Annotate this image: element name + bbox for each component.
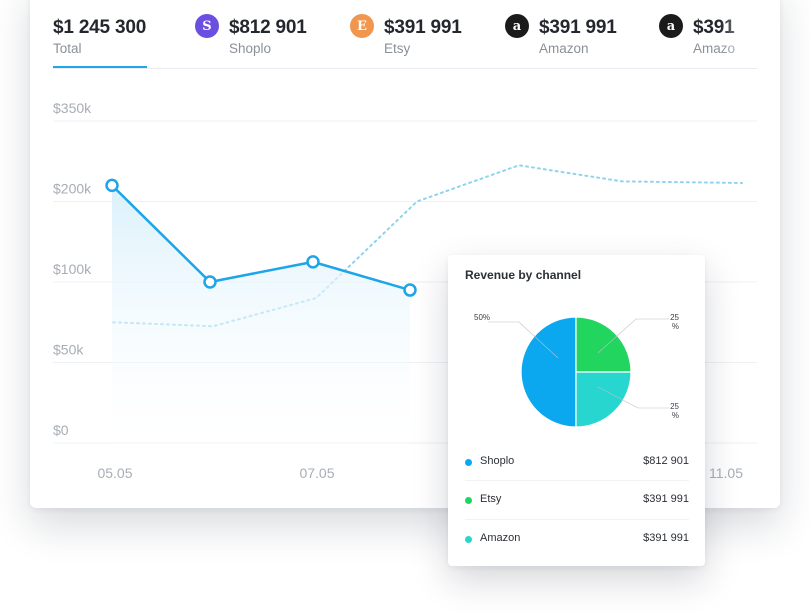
data-point	[403, 283, 417, 297]
x-tick-label: 05.05	[97, 465, 132, 481]
popup-title: Revenue by channel	[465, 268, 582, 282]
tab-etsy[interactable]: E $391 991 Etsy	[350, 14, 462, 57]
data-point	[105, 178, 119, 193]
tab-label: Total	[53, 41, 82, 56]
legend-dot	[465, 459, 472, 466]
channel-tabs: $1 245 300 Total S $812 901 Shoplo E $39…	[30, 0, 780, 69]
tab-amount: $391 991	[539, 17, 617, 38]
tab-total[interactable]: $1 245 300 Total	[53, 16, 146, 57]
leader-line	[488, 321, 559, 359]
tab-label: Shoplo	[229, 41, 272, 56]
y-tick-label: $50k	[53, 342, 84, 358]
pie-slice-etsy	[575, 316, 632, 373]
revenue-pie-chart: 50% 25%25%	[474, 313, 680, 428]
tab-amount: $1 245 300	[53, 17, 147, 38]
y-tick-label: $200k	[53, 181, 92, 197]
legend-value: $391 991	[643, 532, 689, 544]
tab-label: Amazon	[539, 41, 589, 56]
revenue-by-channel-popup: Revenue by channel 50% 25% 25% Shoplo $812…	[448, 255, 705, 566]
solid-series-area	[112, 185, 410, 443]
x-tick-label: 07.05	[299, 465, 334, 481]
legend-name: Shoplo	[480, 455, 515, 467]
tab-amazon[interactable]: a $391 991 Amazon	[505, 14, 617, 57]
data-point	[306, 255, 320, 269]
data-point	[203, 275, 217, 289]
active-tab-indicator	[53, 66, 147, 68]
tab-amount: $391 991	[384, 17, 462, 38]
pie-label: 25	[670, 402, 679, 411]
legend-name: Amazon	[480, 532, 521, 544]
pie-slice-amazon	[575, 371, 632, 428]
leader-line	[597, 318, 669, 354]
legend-value: $812 901	[643, 455, 689, 467]
solid-series-line	[111, 184, 411, 292]
legend-divider	[465, 519, 689, 520]
amazon-icon: a	[505, 14, 529, 38]
pie-label: 25	[670, 313, 679, 322]
legend-item-shoplo[interactable]: Shoplo $812 901	[448, 455, 705, 475]
x-tick-label: 11.05	[709, 465, 743, 481]
pie-slice-shoplo	[520, 316, 577, 428]
tab-amount: $812 901	[229, 17, 307, 38]
leader-line	[597, 386, 669, 409]
pie-label: %	[672, 322, 679, 331]
pie-label: %	[672, 411, 679, 420]
y-tick-label: $350k	[53, 100, 92, 116]
tabs-divider	[53, 68, 757, 69]
dashboard-card: $1 245 300 Total S $812 901 Shoplo E $39…	[30, 0, 780, 508]
pie-label: 50%	[474, 313, 490, 322]
amazon-icon: a	[659, 14, 683, 38]
tabs-fade	[720, 0, 780, 60]
legend-value: $391 991	[643, 493, 689, 505]
shoplo-icon: S	[195, 14, 219, 38]
revenue-line-chart: $0 $50k $100k $200k $350k 05.05 07.05 11.05	[53, 100, 757, 481]
dotted-series-line	[112, 164, 743, 328]
legend-item-etsy[interactable]: Etsy $391 991	[448, 493, 705, 513]
legend-dot	[465, 536, 472, 543]
legend-name: Etsy	[480, 493, 502, 505]
tab-label: Etsy	[384, 41, 411, 56]
legend-divider	[465, 480, 689, 481]
legend-item-amazon[interactable]: Amazon $391 991	[448, 532, 705, 552]
legend-dot	[465, 497, 472, 504]
tab-shoplo[interactable]: S $812 901 Shoplo	[195, 14, 307, 57]
y-tick-label: $0	[53, 422, 69, 438]
y-tick-label: $100k	[53, 261, 92, 277]
etsy-icon: E	[350, 14, 374, 38]
